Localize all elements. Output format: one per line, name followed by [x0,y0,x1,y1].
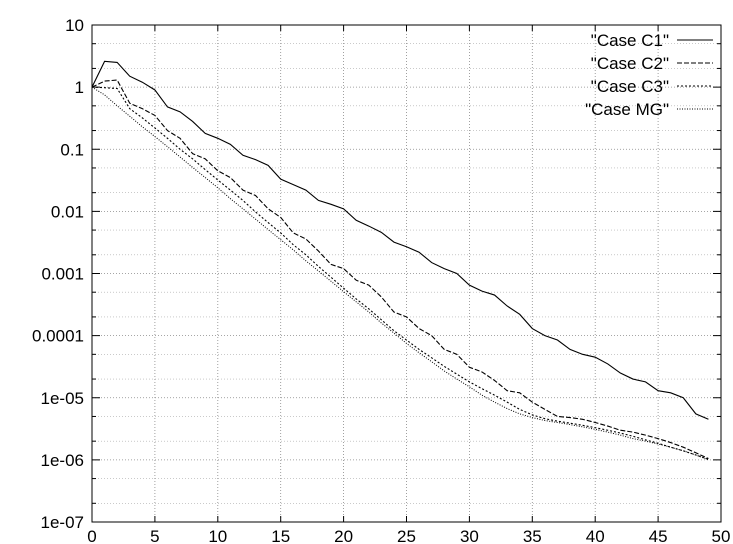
x-tick-label: 25 [397,527,416,544]
x-tick-label: 45 [649,527,668,544]
y-tick-label: 1 [75,78,84,97]
y-tick-label: 0.001 [41,265,84,284]
y-tick-label: 10 [65,16,84,35]
series-layer [91,60,709,461]
legend-label-case-c1: "Case C1" [591,31,669,50]
x-tick-label: 10 [208,527,227,544]
x-tick-label: 0 [87,527,96,544]
y-tick-label: 1e-05 [41,389,84,408]
legend-label-case-c2: "Case C2" [591,54,669,73]
x-tick-label: 20 [334,527,353,544]
legend: "Case C1" "Case C2" "Case C3" "Case MG" [585,31,713,119]
y-tick-label: 0.1 [60,140,84,159]
x-tick-label: 35 [523,527,542,544]
series-line-case-c1 [91,60,709,420]
x-tick-label: 40 [586,527,605,544]
x-tick-label: 15 [271,527,290,544]
x-tick-label: 50 [712,527,731,544]
ticks-layer: 0 5 10 15 20 25 30 35 40 45 50 1e-07 1e-06 1e-05 0.000… [32,16,730,544]
series-line-case-mg [91,86,709,461]
x-tick-label: 30 [460,527,479,544]
x-tick-label: 5 [150,527,159,544]
y-tick-label: 0.0001 [32,327,84,346]
series-line-case-c2 [91,79,709,460]
legend-label-case-c3: "Case C3" [591,77,669,96]
legend-label-case-mg: "Case MG" [585,100,669,119]
y-tick-label: 1e-06 [41,451,84,470]
y-tick-label: 0.01 [51,202,84,221]
y-tick-label: 1e-07 [41,513,84,532]
series-line-case-c3 [91,86,709,460]
